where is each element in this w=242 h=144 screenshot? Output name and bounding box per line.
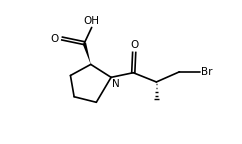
Text: Br: Br xyxy=(201,67,213,77)
Text: OH: OH xyxy=(84,16,100,26)
Polygon shape xyxy=(83,43,91,64)
Text: O: O xyxy=(51,34,59,43)
Text: N: N xyxy=(112,79,120,89)
Text: O: O xyxy=(130,40,138,50)
